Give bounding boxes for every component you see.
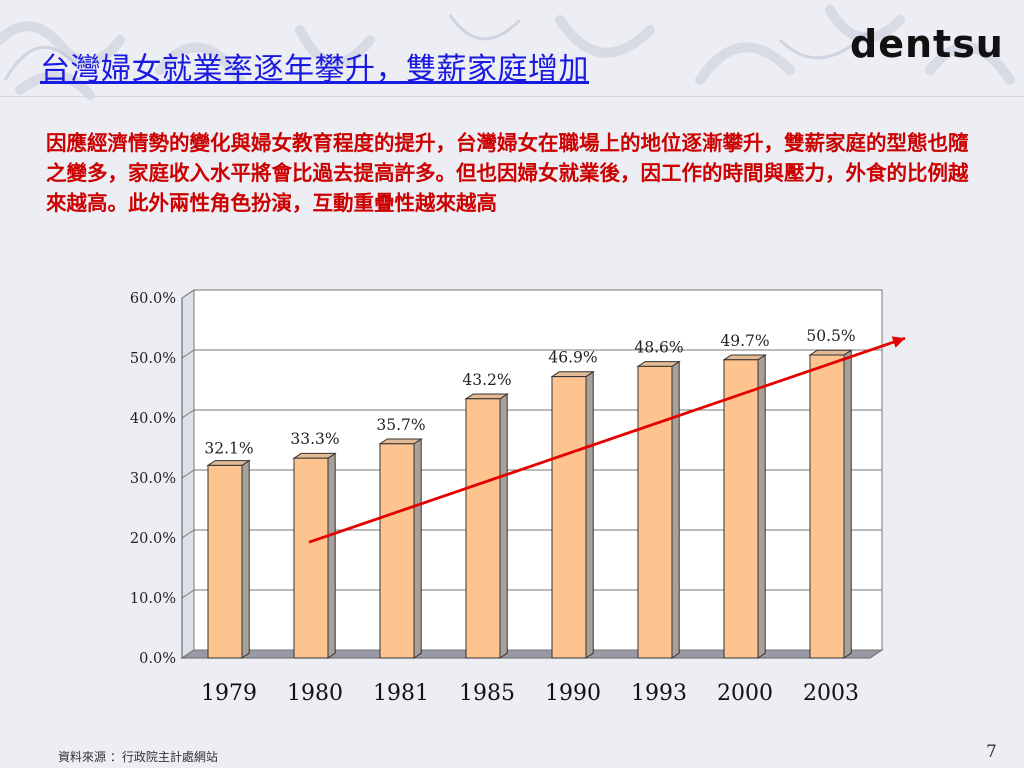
trend-arrowhead [891, 336, 905, 348]
y-tick-label: 20.0% [130, 531, 176, 547]
x-tick-label: 1990 [545, 681, 601, 706]
y-tick-label: 60.0% [130, 291, 176, 307]
bar-side [413, 438, 422, 659]
bar-top [464, 393, 509, 400]
data-label: 33.3% [290, 430, 339, 448]
gridline-side [181, 289, 195, 299]
y-tick-label: 10.0% [130, 591, 176, 607]
page-number: 7 [986, 742, 997, 762]
bar-top [378, 438, 423, 445]
x-tick-label: 1985 [459, 681, 515, 706]
bar-side [499, 393, 508, 659]
data-label: 32.1% [204, 439, 253, 457]
data-label: 50.5% [806, 327, 855, 345]
bar-top [550, 371, 595, 378]
bar [723, 359, 759, 659]
bar-side [585, 370, 594, 659]
bar-side [757, 354, 766, 659]
gridline-side [181, 469, 195, 479]
gridline-side [181, 649, 195, 659]
bar [293, 457, 329, 659]
y-tick-label: 0.0% [139, 651, 176, 667]
x-tick-label: 1979 [201, 681, 257, 706]
source-note: 資料來源 ：行政院主計處網站 [58, 750, 218, 764]
chart-floor [180, 649, 884, 659]
bar-top [722, 354, 767, 361]
data-label: 48.6% [634, 338, 683, 356]
body-paragraph: 因應經濟情勢的變化與婦女教育程度的提升，台灣婦女在職場上的地位逐漸攀升，雙薪家庭… [46, 131, 969, 215]
dentsu-logo: dentsu [850, 22, 1004, 66]
data-label: 46.9% [548, 349, 597, 367]
x-tick-label: 2000 [717, 681, 773, 706]
bar-side [241, 459, 250, 659]
page-title: 台灣婦女就業率逐年攀升，雙薪家庭增加 [40, 52, 589, 87]
data-label: 49.7% [720, 332, 769, 350]
header-divider [0, 96, 1024, 97]
bar-side [671, 360, 680, 659]
x-tick-label: 2003 [803, 681, 859, 706]
data-label: 35.7% [376, 416, 425, 434]
bar-top [808, 349, 853, 356]
trend-line [308, 336, 906, 544]
x-tick-label: 1980 [287, 681, 343, 706]
x-tick-label: 1993 [631, 681, 687, 706]
y-tick-label: 30.0% [130, 471, 176, 487]
bar-top [636, 361, 681, 367]
y-tick-label: 40.0% [130, 411, 176, 427]
bar [637, 365, 673, 659]
gridline-side [181, 349, 195, 359]
gridline-side [181, 529, 195, 539]
bar [809, 354, 845, 659]
bar [465, 398, 501, 659]
bar [207, 464, 243, 659]
bar-side [843, 349, 852, 659]
x-tick-label: 1981 [373, 681, 429, 706]
bar-side [327, 452, 336, 659]
bar-top [292, 452, 337, 459]
bar [551, 376, 587, 659]
data-label: 43.2% [462, 371, 511, 389]
bar-top [206, 460, 251, 466]
y-tick-label: 50.0% [130, 351, 176, 367]
gridline-side [181, 409, 195, 419]
gridline-side [181, 589, 195, 599]
bar [379, 443, 415, 659]
